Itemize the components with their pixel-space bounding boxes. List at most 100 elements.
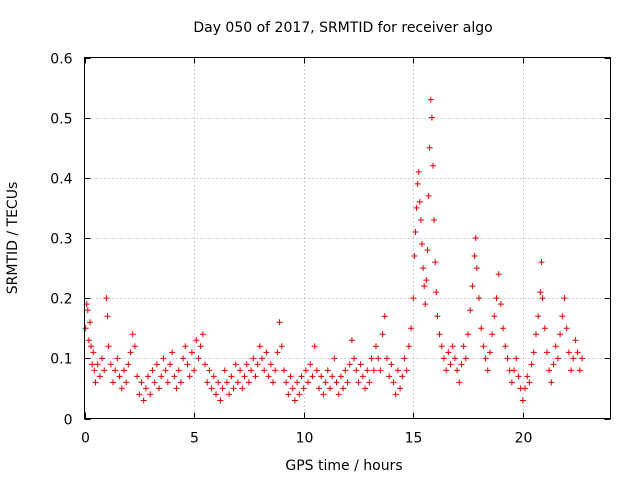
data-point <box>248 367 255 374</box>
data-point <box>88 343 95 350</box>
data-point <box>337 373 344 380</box>
data-point <box>546 367 553 374</box>
data-point <box>177 379 184 386</box>
data-point <box>579 355 586 362</box>
data-point <box>368 355 375 362</box>
data-point <box>230 385 237 392</box>
data-point <box>92 379 99 386</box>
data-point <box>344 379 351 386</box>
data-point <box>215 379 222 386</box>
data-point <box>289 385 296 392</box>
data-point <box>162 367 169 374</box>
data-point <box>101 367 108 374</box>
data-point <box>223 379 230 386</box>
data-point <box>550 361 557 368</box>
data-point <box>199 331 206 338</box>
data-point <box>125 361 132 368</box>
data-point <box>502 343 509 350</box>
data-point <box>127 349 134 356</box>
data-point <box>226 391 233 398</box>
data-point <box>541 325 548 332</box>
x-tick-label: 5 <box>190 431 199 447</box>
y-tick-label: 0.6 <box>50 52 72 68</box>
data-point <box>329 373 336 380</box>
data-point <box>145 373 152 380</box>
data-point <box>447 361 454 368</box>
data-point <box>500 325 507 332</box>
data-point <box>576 367 583 374</box>
data-point <box>245 379 252 386</box>
data-point <box>285 391 292 398</box>
y-tick-label: 0.1 <box>50 352 72 368</box>
data-point <box>472 235 479 241</box>
data-point <box>563 325 570 332</box>
data-point <box>305 379 312 386</box>
data-point <box>147 391 154 398</box>
data-point <box>237 367 244 374</box>
data-point <box>530 349 537 356</box>
data-point <box>388 361 395 368</box>
data-point <box>287 373 294 380</box>
data-point <box>408 325 415 332</box>
data-point <box>392 391 399 398</box>
data-point <box>134 373 141 380</box>
data-point <box>519 397 526 404</box>
data-point <box>383 355 390 362</box>
data-point <box>473 265 480 272</box>
data-point <box>316 385 323 392</box>
data-point <box>401 355 408 362</box>
data-point <box>265 373 272 380</box>
data-point <box>425 192 432 199</box>
data-point <box>173 385 180 392</box>
data-point <box>478 325 485 332</box>
x-tick-label: 15 <box>405 431 423 447</box>
data-point <box>96 373 103 380</box>
data-point <box>90 349 97 356</box>
data-point <box>414 180 421 187</box>
data-point <box>171 373 178 380</box>
axis-ticks: 0 0.1 0.2 0.3 0.4 0.5 0.6 0 5 10 15 20 <box>50 52 611 447</box>
data-point <box>511 367 518 374</box>
data-point <box>482 355 489 362</box>
data-point <box>232 361 239 368</box>
data-point <box>320 391 327 398</box>
data-point <box>324 367 331 374</box>
data-point <box>495 271 502 278</box>
data-point <box>140 397 147 404</box>
data-point <box>184 361 191 368</box>
data-point <box>298 373 305 380</box>
data-point <box>465 331 472 338</box>
data-point <box>278 343 285 350</box>
data-point <box>85 337 92 344</box>
data-point <box>107 361 114 368</box>
data-point <box>164 379 171 386</box>
data-point <box>353 367 360 374</box>
data-point <box>313 367 320 374</box>
data-point <box>254 361 261 368</box>
data-point <box>104 313 111 320</box>
y-tick-label: 0 <box>64 413 73 429</box>
data-point <box>291 397 298 404</box>
data-point <box>256 343 263 350</box>
data-point <box>411 253 418 260</box>
data-point <box>524 373 531 380</box>
data-point <box>114 355 121 362</box>
data-point <box>151 379 158 386</box>
data-point <box>489 331 496 338</box>
data-point <box>131 343 138 350</box>
data-point <box>419 241 426 248</box>
data-point <box>89 361 96 368</box>
data-point <box>335 391 342 398</box>
chart-title: Day 050 of 2017, SRMTID for receiver alg… <box>193 20 492 36</box>
data-point <box>417 216 424 223</box>
data-point <box>436 331 443 338</box>
data-point <box>559 313 566 320</box>
data-point <box>333 379 340 386</box>
data-point <box>84 307 91 314</box>
data-point <box>426 144 433 151</box>
data-point <box>491 313 498 320</box>
data-point <box>123 379 130 386</box>
data-point <box>272 367 279 374</box>
y-tick-label: 0.4 <box>50 172 72 188</box>
data-point <box>182 343 189 350</box>
